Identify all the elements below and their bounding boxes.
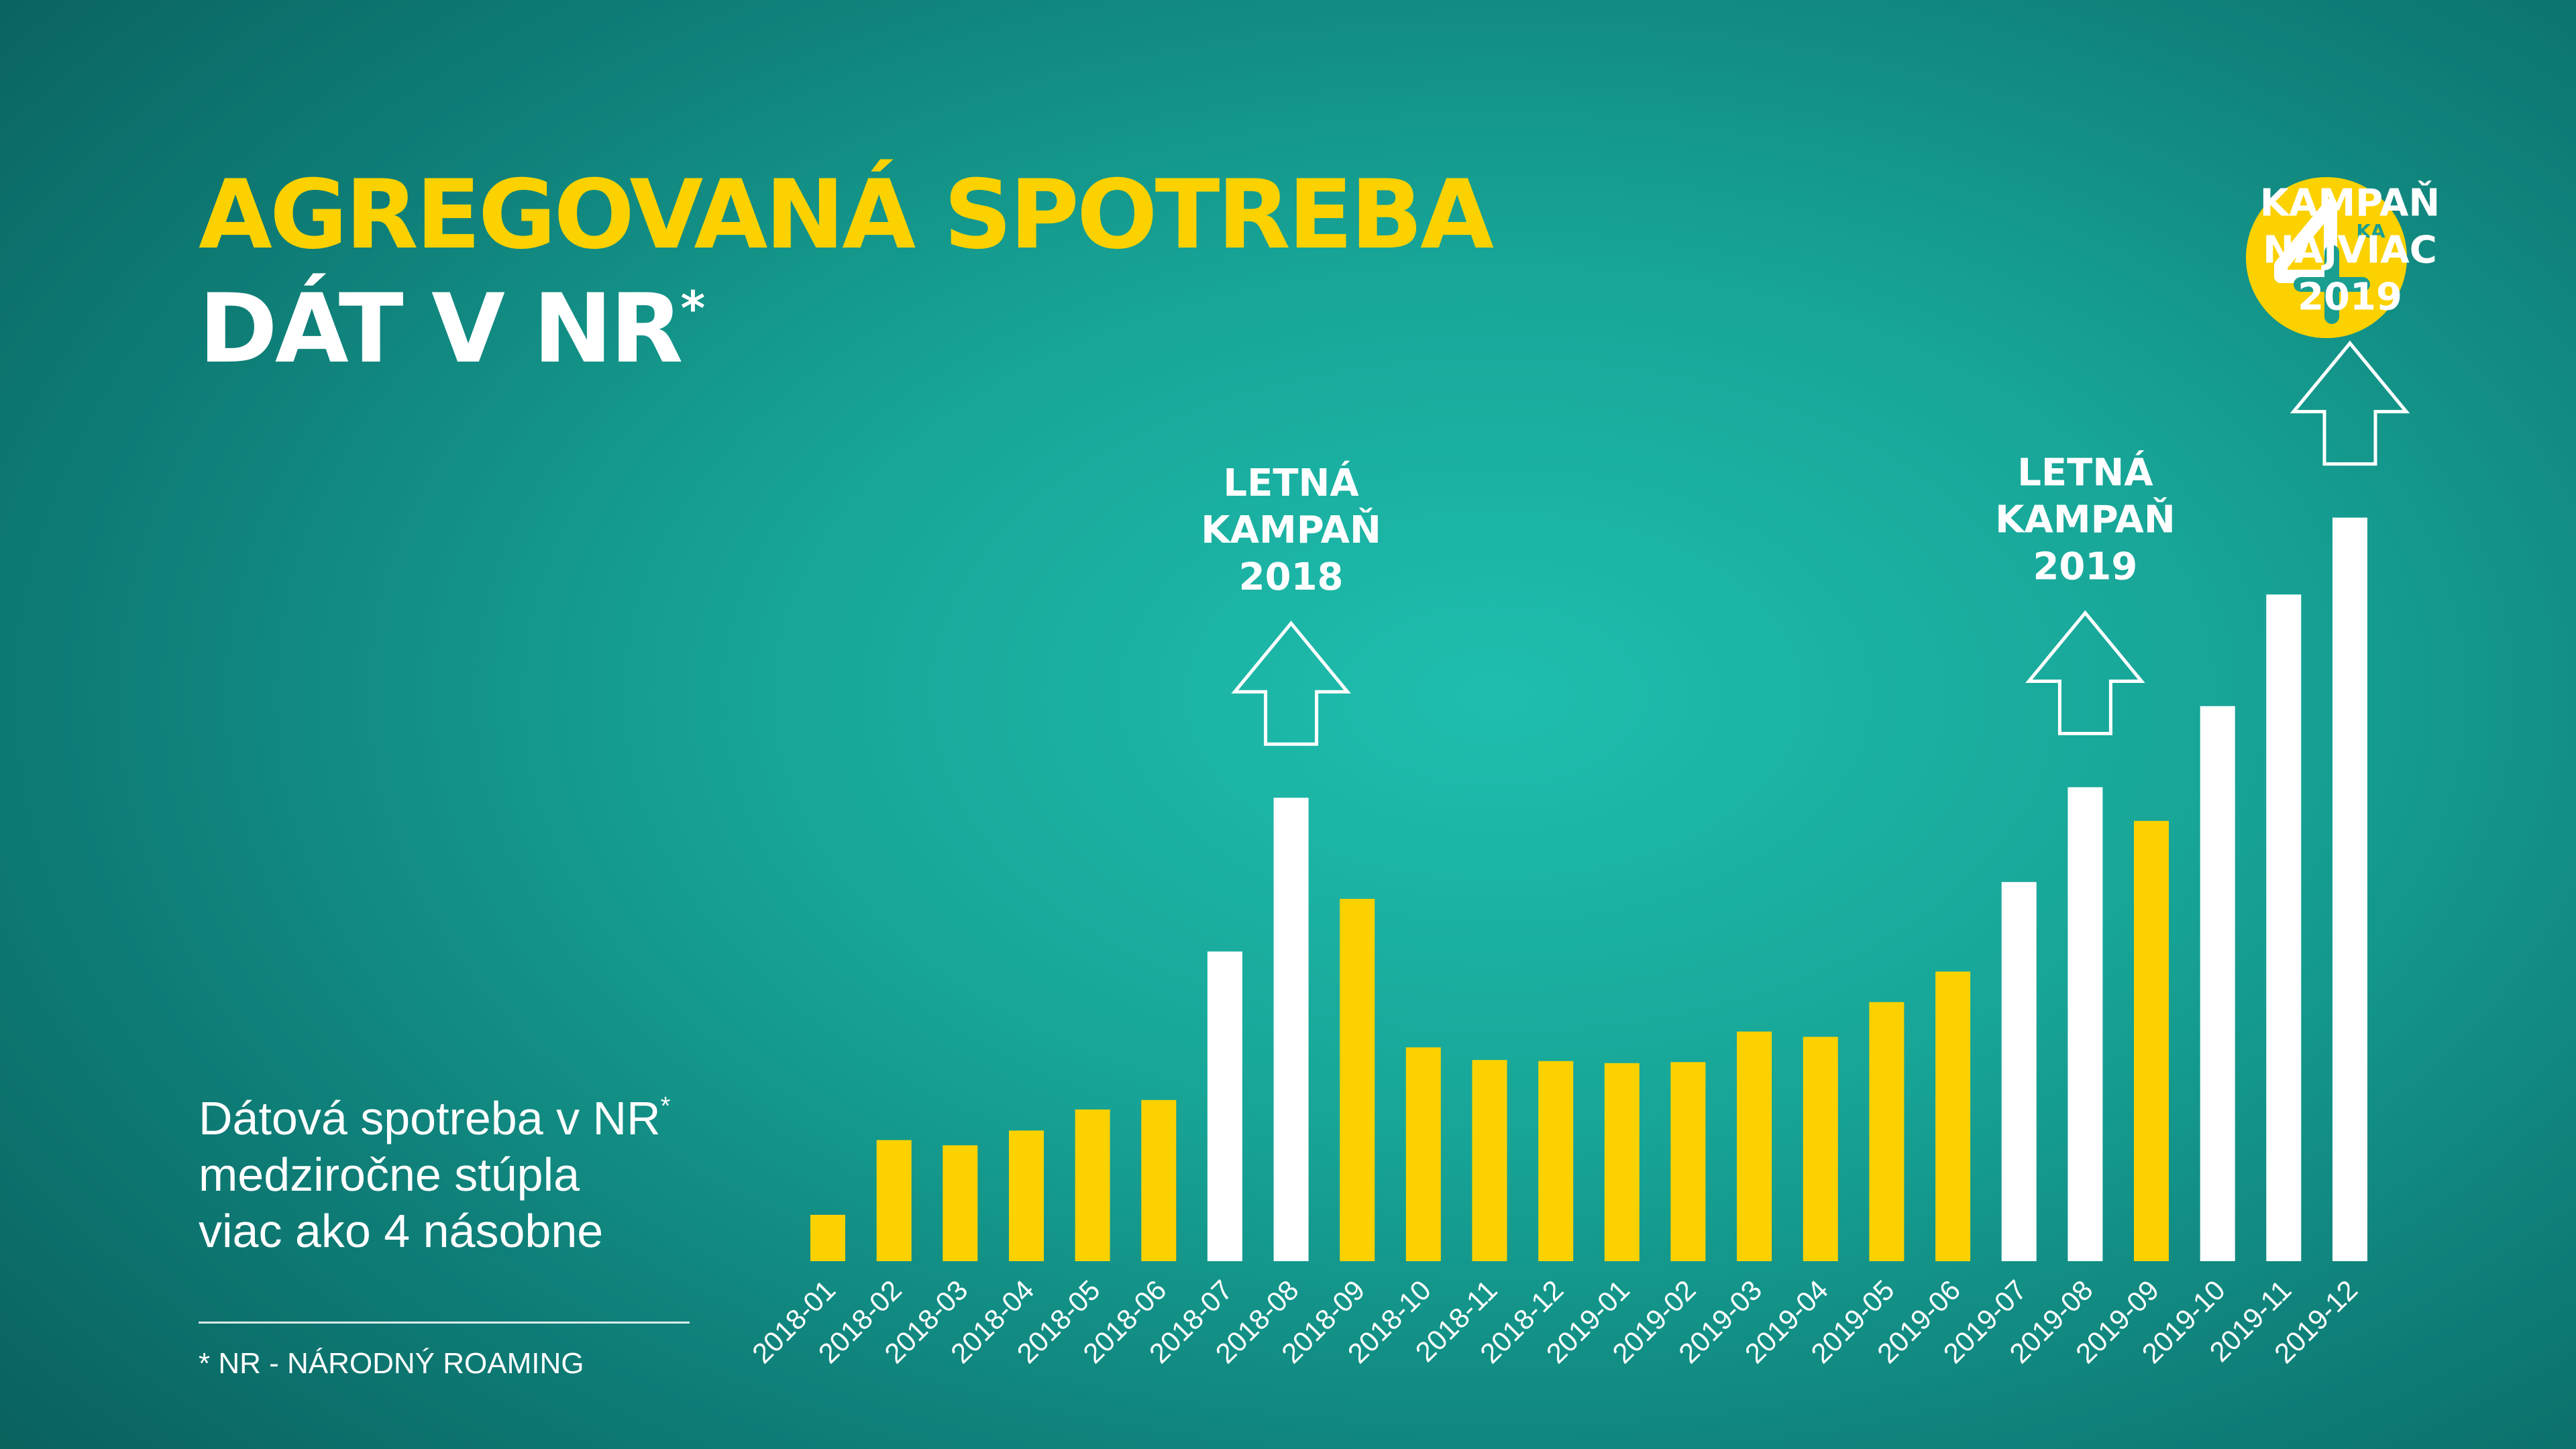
- bar-2019-08: [2068, 787, 2103, 1261]
- summary-line-1-text: Dátová spotreba v NR: [199, 1092, 661, 1144]
- annotation-label-1-line-2: KAMPAŇ: [1201, 508, 1381, 552]
- annotation-label-3-line-1: KAMPAŇ: [2260, 181, 2440, 225]
- title-line-2-text: DÁT V NR: [199, 274, 684, 384]
- annotation-label-1-line-1: LETNÁ: [1223, 462, 1359, 505]
- annotation-label-1-line-3: 2018: [1239, 555, 1344, 599]
- bar-2019-12: [2332, 517, 2367, 1261]
- bar-2018-12: [1538, 1061, 1574, 1261]
- footnote: * NR - NÁRODNÝ ROAMING: [199, 1347, 584, 1380]
- annotation-arrow-up-icon-2: [2025, 610, 2145, 735]
- title-line-1-text: AGREGOVANÁ SPOTREBA: [199, 160, 1494, 270]
- bar-2018-08: [1273, 798, 1309, 1261]
- bar-2018-07: [1207, 951, 1242, 1261]
- bar-2019-02: [1670, 1062, 1706, 1261]
- annotation-arrow-up-icon-3: [2290, 340, 2410, 466]
- logo-four-plus-glyph: [2274, 199, 2370, 324]
- bar-2018-05: [1075, 1109, 1110, 1261]
- summary-line-3: viac ako 4 násobne: [199, 1205, 604, 1257]
- bar-2019-11: [2266, 594, 2302, 1261]
- bar-2019-04: [1803, 1036, 1838, 1261]
- bar-2018-06: [1141, 1099, 1177, 1261]
- bar-2019-07: [2001, 881, 2037, 1261]
- summary-line-1: Dátová spotreba v NR*: [199, 1090, 708, 1146]
- annotation-label-2-line-3: 2019: [2033, 545, 2137, 589]
- bar-2019-09: [2134, 820, 2169, 1261]
- bar-2019-10: [2200, 706, 2235, 1261]
- bar-2018-03: [943, 1145, 978, 1261]
- title-line-1: AGREGOVANÁ SPOTREBA: [199, 168, 1494, 263]
- summary-note: Dátová spotreba v NR* medziročne stúpla …: [199, 1090, 708, 1259]
- bar-2019-03: [1737, 1031, 1772, 1261]
- bar-2018-10: [1405, 1047, 1441, 1261]
- title-asterisk: *: [680, 281, 706, 336]
- bar-2018-04: [1009, 1130, 1044, 1261]
- bar-2019-05: [1869, 1002, 1904, 1261]
- summary-asterisk: *: [660, 1092, 671, 1120]
- annotation-label-2-line-1: LETNÁ: [2017, 451, 2153, 495]
- annotation-label-2-line-2: KAMPAŇ: [1995, 498, 2176, 542]
- four-plus-logo-icon: KA: [2246, 177, 2407, 338]
- bar-2018-01: [810, 1214, 845, 1261]
- annotation-label-3-line-2: NAJVIAC: [2263, 229, 2437, 272]
- footnote-divider: [199, 1322, 690, 1324]
- summary-line-2: medziročne stúpla: [199, 1148, 580, 1201]
- annotation-arrow-up-icon-1: [1231, 621, 1351, 746]
- bar-2018-09: [1340, 898, 1375, 1261]
- bar-2019-06: [1935, 971, 1971, 1262]
- bar-2019-01: [1604, 1063, 1640, 1261]
- bar-2018-02: [876, 1140, 912, 1261]
- title-line-2: DÁT V NR*: [199, 282, 1491, 377]
- bar-2018-11: [1472, 1060, 1507, 1261]
- title-block: AGREGOVANÁ SPOTREBA DÁT V NR*: [199, 168, 1494, 377]
- annotation-label-3-line-3: 2019: [2298, 276, 2402, 319]
- logo-badge-text: KA: [2356, 220, 2385, 242]
